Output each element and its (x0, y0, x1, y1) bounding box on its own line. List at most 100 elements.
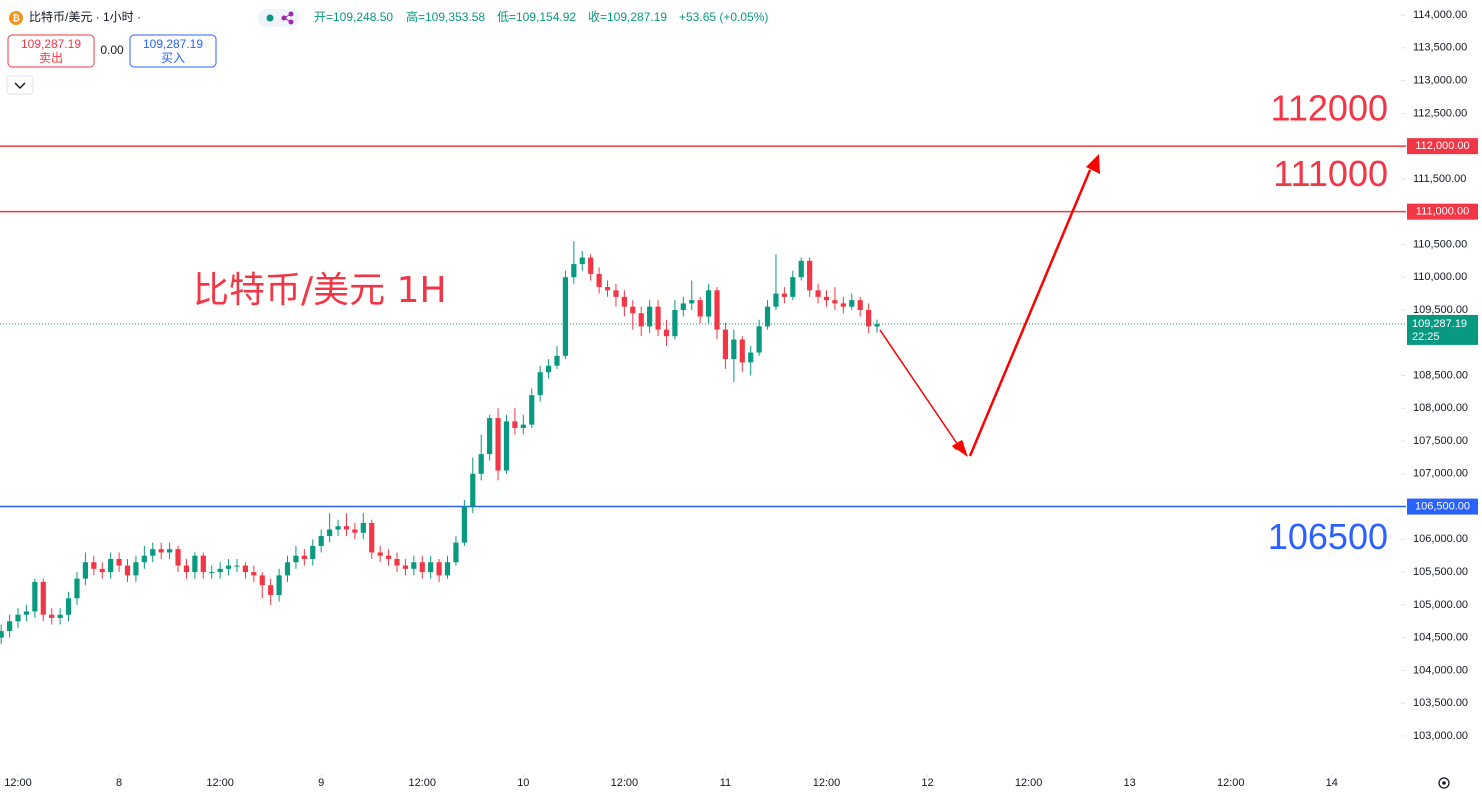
level-annotation: 106500 (1268, 516, 1388, 557)
candle-body (436, 562, 442, 576)
candle-body (91, 562, 97, 569)
candle-body (588, 257, 594, 274)
countdown-label: 22:25 (1412, 331, 1440, 343)
coin-glyph: ₿ (12, 13, 19, 24)
candle-body (57, 614, 63, 618)
candle-body (49, 614, 55, 618)
settings-icon-center (1442, 781, 1446, 785)
plot-area: 103,000.00 103,500.00 104,000.00 104,500.00… (0, 9, 1478, 789)
x-tick-label: 12:00 (611, 777, 639, 789)
candle-body (478, 454, 484, 474)
buy-button[interactable] (129, 34, 217, 68)
candle-body (756, 326, 762, 353)
buy-price: 109,287.19 (143, 37, 203, 51)
x-tick-label: 12:00 (1217, 777, 1245, 789)
candle-body (781, 293, 787, 297)
candle-body (621, 296, 627, 307)
candle-body (722, 329, 729, 360)
candle-body (167, 549, 173, 553)
y-tick-label: 109,500.00 (1413, 304, 1468, 316)
candle-body (739, 339, 745, 363)
last-price-label: 109,287.19 (1412, 318, 1467, 330)
candle-body (512, 421, 518, 428)
candle-body (638, 313, 644, 327)
level-badge (1407, 138, 1478, 155)
candle-body (192, 555, 198, 573)
candle-body (175, 549, 181, 566)
y-tick-label: 103,500.00 (1413, 697, 1468, 709)
y-tick-label: 108,000.00 (1413, 402, 1468, 414)
candle-body (748, 352, 754, 363)
level-badge-label: 112,000.00 (1415, 140, 1469, 152)
candle-body (537, 372, 543, 396)
candle-body (40, 581, 46, 615)
indicator-toggle[interactable] (258, 9, 300, 27)
y-tick-label: 106,000.00 (1413, 533, 1468, 545)
candle-body (284, 562, 291, 576)
sell-price: 109,287.19 (21, 37, 81, 51)
collapse-button[interactable] (6, 75, 34, 95)
candle-body (773, 293, 779, 307)
candle-body (32, 581, 38, 612)
status-dot (266, 14, 274, 22)
candle-body (251, 572, 257, 576)
candle-body (419, 562, 425, 573)
y-tick-label: 110,500.00 (1413, 238, 1467, 250)
candle-body (823, 296, 830, 301)
chevron-icon (14, 82, 26, 89)
candle-body (343, 526, 350, 530)
candle-body (327, 529, 333, 537)
candle-body (849, 300, 855, 307)
candle-body (545, 365, 552, 373)
candle-body (200, 555, 206, 573)
y-tick-label: 103,000.00 (1413, 730, 1468, 742)
y-tick-label: 112,500.00 (1413, 107, 1467, 119)
sell-button[interactable] (7, 34, 95, 68)
x-tick-label: 13 (1124, 777, 1136, 789)
candle-body (108, 558, 114, 573)
candle-body (495, 418, 501, 471)
ohlc-readout: 开=109,248.50 高=109,353.58 低=109,154.92 收=10… (314, 9, 768, 24)
candle-body (377, 552, 383, 556)
candle-body (798, 260, 804, 278)
ohlc-value: 开=109,248.50 (314, 10, 393, 24)
candle-body (579, 257, 585, 265)
x-tick-label: 12:00 (4, 777, 32, 789)
candle-body (369, 522, 375, 553)
candle-body (663, 329, 670, 337)
candle-body (680, 303, 686, 310)
buy-label: 买入 (161, 51, 185, 65)
candle-body (158, 549, 164, 553)
candle-body (301, 555, 307, 559)
candle-body (276, 575, 282, 596)
candle-body (225, 565, 232, 569)
y-tick-label: 110,000.00 (1413, 271, 1467, 283)
y-tick-label: 107,000.00 (1413, 468, 1468, 480)
candle-body (520, 424, 526, 428)
chart-title: 比特币/美元 1H (193, 270, 447, 311)
candle-body (99, 568, 105, 573)
symbol: 比特币/美元 · 1小时 · (29, 9, 141, 24)
x-tick-label: 11 (720, 777, 731, 789)
candle-body (335, 526, 341, 530)
candle-body (503, 421, 510, 471)
candle-body (470, 473, 476, 507)
candle-body (65, 598, 72, 615)
ohlc-value: 高=109,353.58 (406, 9, 485, 24)
candle-body (428, 562, 434, 573)
candle-body (571, 264, 577, 278)
candle-body (857, 300, 863, 310)
candle-body (259, 575, 265, 586)
candle-body (790, 277, 796, 297)
candle-body (655, 306, 661, 330)
candle-body (268, 585, 274, 596)
candle-body (141, 555, 147, 563)
settings-icon[interactable] (1438, 777, 1450, 789)
candle-body (461, 506, 467, 543)
x-tick-label: 12:00 (1015, 777, 1043, 789)
candle-body (647, 306, 653, 327)
y-tick-label: 114,000.00 (1413, 9, 1467, 21)
candle-body (150, 549, 156, 556)
